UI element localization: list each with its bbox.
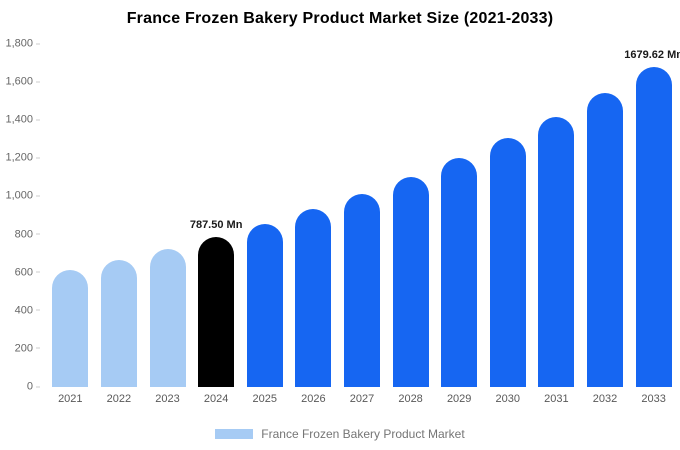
bar-2026 [295,209,332,387]
bar-2033: 1679.62 Mn [624,49,680,387]
bar-slot [532,44,581,387]
legend: France Frozen Bakery Product Market [0,427,680,441]
bar-2021 [52,270,89,387]
x-tick-label-2031: 2031 [544,393,569,405]
x-axis: 2021 2022 2023 2024 2025 2026 2027 2028 2029 2030… [46,393,678,405]
y-tick-label: 1,000 [5,190,40,202]
x-tick-label-2029: 2029 [446,393,472,405]
y-tick-label: 200 [15,343,40,354]
bar-slot [46,44,95,387]
bar-2023 [149,249,186,387]
legend-swatch [215,429,254,439]
value-label-2033: 1679.62 Mn [624,48,680,61]
bar-2032 [587,92,623,387]
bar-slot [435,44,484,387]
bar-slot [143,44,192,387]
y-tick-label: 1,400 [5,114,40,126]
bar-2024: 787.50 Mn [190,219,242,387]
bar-2031 [538,116,575,387]
y-tick-label: 1,200 [5,152,40,164]
x-tick-label-2033: 2033 [641,393,666,405]
y-tick-label: 1,600 [5,76,40,88]
x-tick-label-2022: 2022 [106,393,132,405]
bar-2025 [246,223,283,387]
bar-2029 [441,158,478,387]
x-tick-label-2021: 2021 [58,393,83,405]
bar-2030 [489,138,526,387]
bar-slot [338,44,387,387]
y-axis: 0 200 400 600 800 1,000 1,200 1,400 1,600 1,800 [0,38,40,392]
bar-slot [483,44,532,387]
legend-label: France Frozen Bakery Product Market [261,427,465,441]
x-tick-label-2024: 2024 [203,393,229,405]
bar-2022 [100,260,137,387]
bar-slot: 787.50 Mn [190,44,242,387]
value-label-2024: 787.50 Mn [189,218,243,231]
chart-title: France Frozen Bakery Product Market Size… [126,10,554,27]
x-tick-label-2030: 2030 [495,393,521,405]
x-tick-label-2027: 2027 [349,393,375,405]
bar-2028 [392,176,429,387]
bar-slot [386,44,435,387]
bar-2027 [343,193,380,387]
x-tick-label-2032: 2032 [592,393,618,405]
x-tick-label-2028: 2028 [398,393,423,405]
x-tick-label-2025: 2025 [252,393,277,405]
x-tick-label-2026: 2026 [301,393,326,405]
bar-slot [240,44,289,387]
plot-area: 0 200 400 600 800 1,000 1,200 1,400 1,600 1,800 7… [0,38,680,392]
bar-slot [581,44,630,387]
x-tick-label-2023: 2023 [155,393,180,405]
y-tick-label: 800 [15,229,40,240]
y-tick-label: 600 [15,267,40,278]
bars: 787.50 Mn 1679.62 Mn [46,44,680,387]
bar-slot [95,44,144,387]
y-tick-label: 0 [27,381,40,393]
y-tick-label: 1,800 [5,38,40,50]
y-tick-label: 400 [15,305,40,316]
bar-slot: 1679.62 Mn [624,44,680,387]
bar-slot [289,44,338,387]
